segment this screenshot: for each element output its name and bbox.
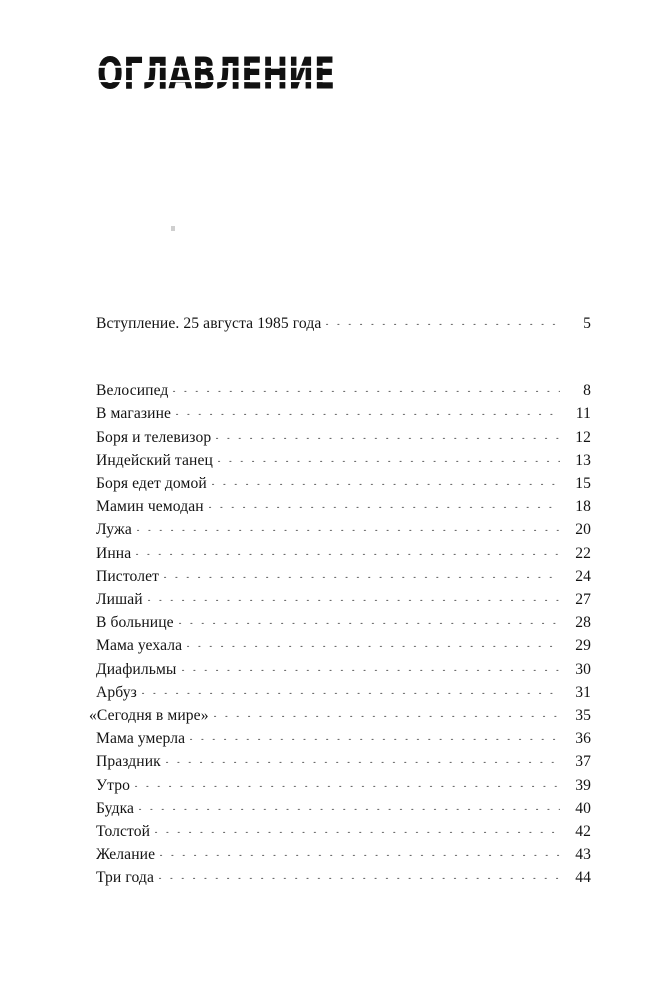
- toc-entry-title: Арбуз: [96, 683, 137, 701]
- toc-dot-leader: [190, 739, 560, 741]
- toc-entry[interactable]: Боря едет домой 15: [96, 472, 591, 495]
- toc-dot-leader: [155, 831, 560, 833]
- toc-entry-title: Индейский танец: [96, 451, 213, 469]
- toc-entry-title: Лишай: [96, 591, 143, 609]
- toc-entry-title: Инна: [96, 544, 132, 562]
- toc-dot-leader: [213, 715, 560, 717]
- toc-dot-leader: [164, 576, 560, 578]
- toc-dot-leader: [136, 530, 560, 532]
- toc-dot-leader: [217, 460, 560, 462]
- toc-dot-leader: [211, 483, 560, 485]
- toc-entry-page-number: 28: [575, 614, 591, 632]
- toc-entry-title: «Сегодня в мире»: [89, 707, 209, 725]
- toc-entry-page-number: 22: [575, 544, 591, 562]
- toc-entry-page-number: 5: [583, 315, 591, 332]
- toc-dot-leader: [173, 391, 560, 393]
- toc-entry-page-number: 44: [575, 869, 591, 887]
- toc-entry-title: Будка: [96, 799, 135, 817]
- toc-entry[interactable]: В больнице 28: [96, 611, 591, 634]
- toc-entry-title: Боря едет домой: [96, 475, 207, 493]
- toc-entry-page-number: 29: [575, 637, 591, 655]
- toc-entry-page-number: 36: [575, 730, 591, 748]
- table-of-contents: Вступление. 25 августа 1985 года 5 Велосип…: [89, 312, 591, 890]
- toc-entry[interactable]: В магазине 11: [96, 402, 591, 425]
- toc-entry[interactable]: «Сегодня в мире» 35: [89, 704, 591, 727]
- toc-entry-title: В магазине: [96, 405, 172, 423]
- toc-entry[interactable]: Лишай 27: [96, 588, 591, 611]
- toc-dot-leader: [178, 623, 560, 625]
- toc-dot-leader: [326, 323, 560, 325]
- toc-entry[interactable]: Диафильмы 30: [96, 658, 591, 681]
- toc-dot-leader: [160, 855, 560, 857]
- toc-entry[interactable]: Желание 43: [96, 843, 591, 866]
- toc-entry-title: Желание: [96, 846, 156, 864]
- toc-entry[interactable]: Праздник 37: [96, 750, 591, 773]
- toc-entry-page-number: 18: [575, 498, 591, 516]
- toc-entry-title: Мама умерла: [96, 730, 186, 748]
- scan-artifact-speck: [171, 226, 175, 231]
- toc-entry-page-number: 27: [575, 591, 591, 609]
- toc-entry-page-number: 39: [575, 776, 591, 794]
- toc-entry-title: Толстой: [96, 823, 151, 841]
- toc-entry-page-number: 42: [575, 823, 591, 841]
- toc-entry-title: В больнице: [96, 614, 174, 632]
- toc-entry[interactable]: Три года 44: [96, 866, 591, 889]
- toc-entry[interactable]: Утро 39: [96, 774, 591, 797]
- toc-entry-page-number: 13: [575, 451, 591, 469]
- toc-entry-page-number: 43: [575, 846, 591, 864]
- toc-entry-title: Мама уехала: [96, 637, 183, 655]
- toc-dot-leader: [176, 414, 560, 416]
- toc-entry[interactable]: Боря и телевизор 12: [96, 426, 591, 449]
- toc-entry-page-number: 35: [575, 707, 591, 725]
- toc-dot-leader: [147, 599, 560, 601]
- toc-entry-page-number: 12: [575, 428, 591, 446]
- toc-entry-page-number: 31: [575, 683, 591, 701]
- toc-dot-leader: [139, 808, 560, 810]
- toc-entry-title: Вступление. 25 августа 1985 года: [96, 315, 322, 332]
- toc-entry[interactable]: Вступление. 25 августа 1985 года 5: [96, 312, 591, 335]
- toc-dot-leader: [135, 785, 560, 787]
- toc-entry[interactable]: Будка 40: [96, 797, 591, 820]
- toc-dot-leader: [158, 878, 560, 880]
- toc-dot-leader: [187, 646, 560, 648]
- toc-entry[interactable]: Лужа 20: [96, 518, 591, 541]
- toc-dot-leader: [216, 437, 560, 439]
- toc-entry-title: Боря и телевизор: [96, 428, 212, 446]
- toc-entry-title: Диафильмы: [96, 660, 177, 678]
- toc-entry-title: Пистолет: [96, 567, 160, 585]
- toc-dot-leader: [208, 507, 560, 509]
- toc-entry-page-number: 40: [575, 799, 591, 817]
- toc-entry-title: Велосипед: [96, 382, 169, 400]
- toc-entry-title: Мамин чемодан: [96, 498, 204, 516]
- page-title: ОГЛАВЛЕНИЕ: [97, 52, 357, 104]
- toc-entry-page-number: 15: [575, 475, 591, 493]
- toc-entry[interactable]: Мама умерла 36: [96, 727, 591, 750]
- toc-dot-leader: [136, 553, 560, 555]
- toc-dot-leader: [141, 692, 560, 694]
- toc-entry[interactable]: Инна 22: [96, 542, 591, 565]
- oglavlenie-stencil-title: ОГЛАВЛЕНИЕ: [97, 52, 335, 96]
- toc-entry-page-number: 11: [575, 405, 591, 423]
- toc-entry-title: Три года: [96, 869, 154, 887]
- toc-entry[interactable]: Арбуз 31: [96, 681, 591, 704]
- toc-entry[interactable]: Велосипед 8: [96, 379, 591, 402]
- toc-entry[interactable]: Индейский танец 13: [96, 449, 591, 472]
- toc-entry-title: Утро: [96, 776, 131, 794]
- toc-entry-page-number: 24: [575, 567, 591, 585]
- toc-entry-title: Праздник: [96, 753, 161, 771]
- toc-entry-title: Лужа: [96, 521, 132, 539]
- toc-entry[interactable]: Мамин чемодан 18: [96, 495, 591, 518]
- toc-dot-leader: [181, 669, 561, 671]
- toc-entry-page-number: 37: [575, 753, 591, 771]
- toc-entry-page-number: 20: [575, 521, 591, 539]
- toc-entry-page-number: 8: [583, 382, 591, 400]
- title-text: ОГЛАВЛЕНИЕ: [97, 52, 335, 96]
- toc-entry[interactable]: Толстой 42: [96, 820, 591, 843]
- toc-entry-page-number: 30: [575, 660, 591, 678]
- toc-entry[interactable]: Пистолет 24: [96, 565, 591, 588]
- toc-dot-leader: [165, 762, 560, 764]
- toc-entry[interactable]: Мама уехала 29: [96, 634, 591, 657]
